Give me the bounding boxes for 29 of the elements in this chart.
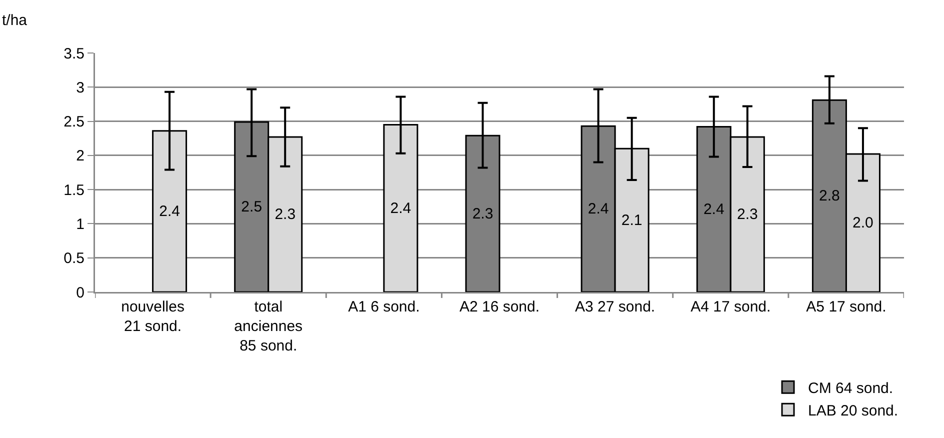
y-tick-label: 1 [76, 216, 84, 233]
y-tick-label: 0.5 [64, 250, 84, 268]
legend-label: LAB 20 sond. [808, 402, 898, 420]
y-tick-label: 3 [76, 79, 84, 96]
data-label: 2.5 [241, 198, 262, 216]
data-label: 2.3 [274, 206, 296, 223]
y-tick-label: 2.5 [64, 114, 84, 131]
x-tick-label: A1 6 sond. [348, 298, 420, 316]
x-tick-label: A4 17 sond. [690, 298, 771, 316]
y-tick-label: 3.5 [64, 45, 84, 62]
data-label: 2.3 [472, 205, 494, 222]
data-label: 2.4 [703, 200, 724, 218]
x-tick-label: A5 17 sond. [806, 298, 886, 316]
data-label: 2.4 [390, 200, 412, 217]
x-tick-label: total anciennes 85 sond. [234, 298, 303, 354]
x-tick-label: nouvelles 21 sond. [121, 298, 184, 335]
x-tick-label: A2 16 sond. [459, 298, 540, 316]
y-tick-label: 1.5 [64, 182, 84, 199]
x-tick-label: A3 27 sond. [575, 298, 656, 316]
legend-label: CM 64 sond. [808, 380, 894, 397]
y-tick-label: 0 [76, 284, 84, 302]
data-label: 2.3 [736, 206, 758, 223]
data-label: 2.4 [159, 202, 180, 220]
data-label: 2.8 [819, 188, 840, 205]
y-tick-label: 2 [76, 148, 84, 165]
data-label: 2.1 [621, 212, 642, 229]
data-label: 2.0 [852, 214, 874, 232]
data-label: 2.4 [588, 200, 609, 218]
y-axis-title: t/ha [2, 12, 28, 29]
